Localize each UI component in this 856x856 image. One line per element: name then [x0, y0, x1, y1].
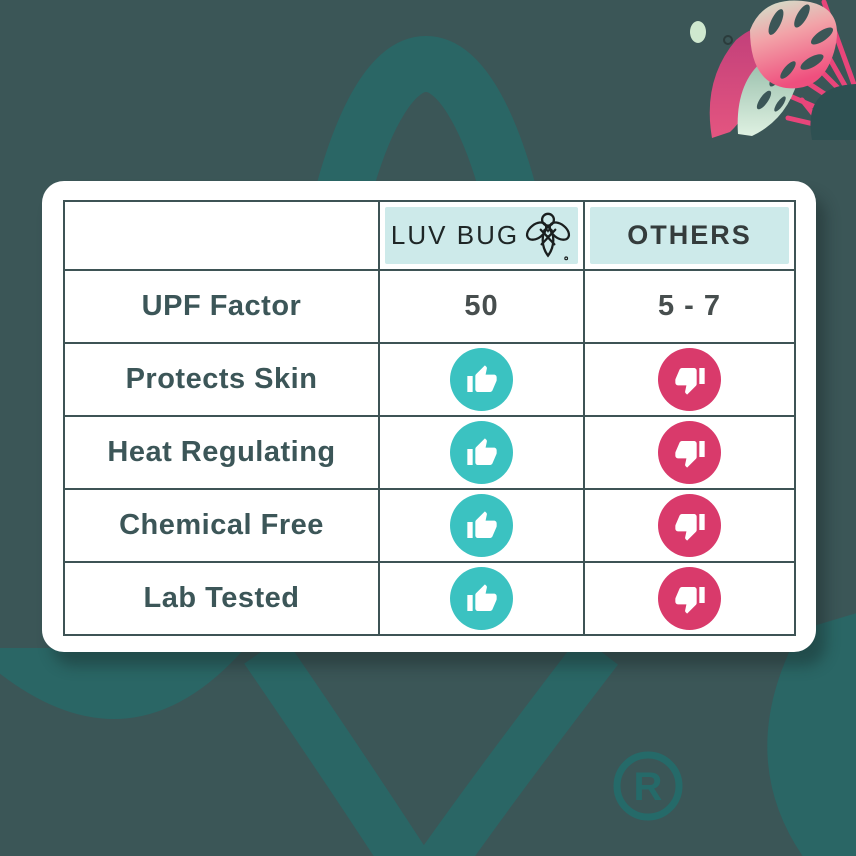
thumbs-down-icon	[658, 494, 721, 557]
row-label: Lab Tested	[63, 561, 380, 636]
dark-leaf	[810, 84, 856, 140]
thumbs-up-icon	[450, 421, 513, 484]
others-label: OTHERS	[627, 220, 752, 250]
table-row-heat-regulating: Heat Regulating	[63, 415, 796, 490]
header-row: LUV BUG	[63, 200, 796, 271]
luvbug-value-cell	[378, 342, 585, 417]
row-label: Chemical Free	[63, 488, 380, 563]
luvbug-value-cell	[378, 415, 585, 490]
accent-dot	[690, 21, 706, 43]
others-value: 5 - 7	[583, 269, 796, 344]
luvbug-value: 50	[378, 269, 585, 344]
row-label: UPF Factor	[63, 269, 380, 344]
row-label: Protects Skin	[63, 342, 380, 417]
table-row-upf: UPF Factor 50 5 - 7	[63, 269, 796, 344]
header-luvbug-cell: LUV BUG	[378, 200, 585, 271]
accent-ring	[723, 35, 733, 45]
row-label: Heat Regulating	[63, 415, 380, 490]
luvbug-value-cell	[378, 561, 585, 636]
others-value-cell	[583, 342, 796, 417]
thumbs-down-icon	[658, 348, 721, 411]
pink-leaf	[709, 29, 764, 138]
luv-bug-bee-icon	[524, 212, 572, 262]
thumbs-down-icon	[658, 421, 721, 484]
thumbs-down-icon	[658, 567, 721, 630]
thumbs-up-icon	[450, 494, 513, 557]
svg-text:R: R	[634, 765, 663, 809]
table-row-protects-skin: Protects Skin	[63, 342, 796, 417]
others-header-badge: OTHERS	[590, 207, 789, 264]
brand-name-label: LUV BUG	[390, 220, 520, 250]
header-others-cell: OTHERS	[583, 200, 796, 271]
others-value-cell	[583, 488, 796, 563]
table-row-lab-tested: Lab Tested	[63, 561, 796, 636]
thumbs-up-icon	[450, 567, 513, 630]
table-row-chemical-free: Chemical Free	[63, 488, 796, 563]
others-value-cell	[583, 415, 796, 490]
tropical-leaves-decoration	[690, 0, 856, 140]
others-value-cell	[583, 561, 796, 636]
comparison-card: LUV BUG	[42, 181, 816, 652]
luvbug-value-cell	[378, 488, 585, 563]
luvbug-header-badge: LUV BUG	[385, 207, 578, 264]
comparison-table: LUV BUG	[63, 200, 796, 636]
registered-trademark-watermark: R	[613, 751, 683, 821]
header-empty-cell	[63, 200, 380, 271]
thumbs-up-icon	[450, 348, 513, 411]
